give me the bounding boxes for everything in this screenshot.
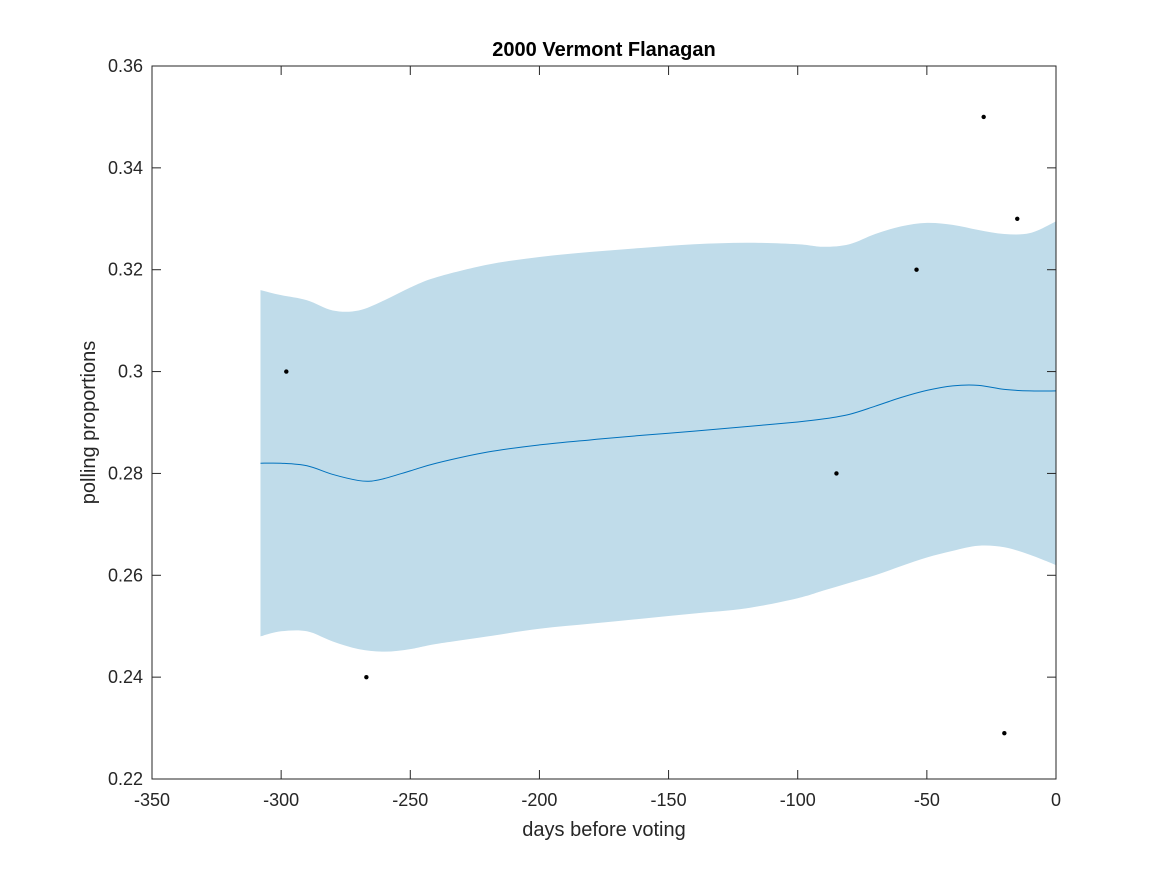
y-tick-label: 0.22 [108, 769, 143, 789]
chart-title: 2000 Vermont Flanagan [492, 39, 715, 61]
x-tick-label: -300 [263, 790, 299, 810]
x-tick-label: -200 [521, 790, 557, 810]
y-tick-label: 0.32 [108, 260, 143, 280]
x-tick-label: 0 [1051, 790, 1061, 810]
x-tick-label: -50 [914, 790, 940, 810]
confidence-band [260, 221, 1057, 652]
y-tick-label: 0.26 [108, 565, 143, 585]
axes: -350 -300 -250 -200 -150 -100 -50 0 0.22 0.24 0.26… [108, 56, 1061, 810]
poll-point [364, 674, 369, 680]
poll-point [1015, 216, 1020, 221]
x-tick-label: -350 [134, 790, 170, 810]
trend-line [260, 384, 1057, 482]
x-tick-label: -250 [392, 790, 428, 810]
y-axis-label: polling proportions [78, 341, 100, 504]
poll-point [284, 369, 289, 374]
x-tick-label: -150 [651, 790, 687, 810]
y-tick-label: 0.24 [108, 667, 143, 687]
axes-box [151, 65, 1057, 780]
plot-area [260, 114, 1057, 736]
y-tick-label: 0.28 [108, 463, 143, 483]
y-tick-label: 0.36 [108, 56, 143, 76]
poll-point [981, 114, 986, 120]
x-axis-label: days before voting [522, 819, 685, 841]
y-tick-label: 0.3 [118, 362, 143, 382]
poll-point [1002, 730, 1007, 736]
x-tick-label: -100 [780, 790, 816, 810]
poll-point [914, 267, 919, 272]
poll-point [834, 471, 839, 476]
y-tick-label: 0.34 [108, 158, 143, 178]
